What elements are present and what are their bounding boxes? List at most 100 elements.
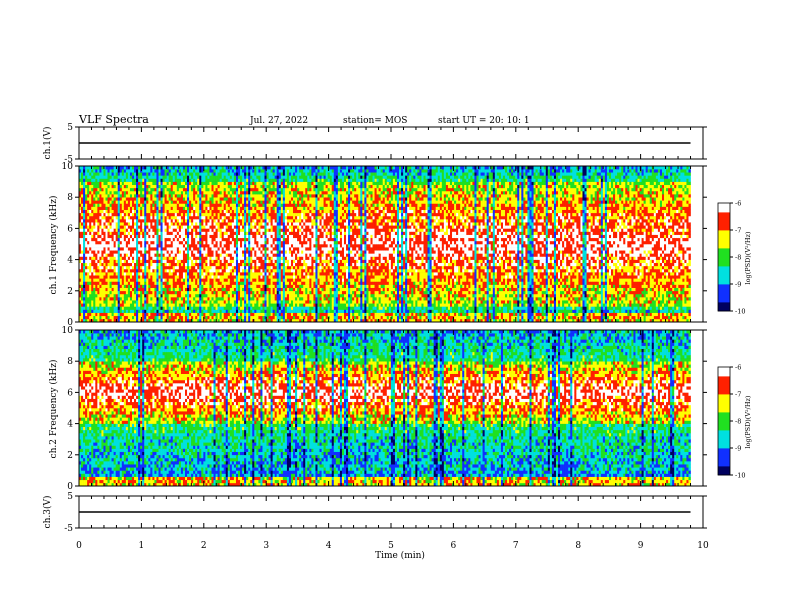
spectrogram-cell [199, 312, 202, 317]
spectrogram-cell [270, 215, 273, 220]
spectrogram-cell [140, 293, 143, 298]
spectrogram-cell [138, 169, 141, 173]
spectrogram-cell [191, 240, 194, 245]
spectrogram-cell [264, 244, 267, 248]
spectrogram-cell [134, 253, 137, 257]
spectrogram-cell [258, 259, 261, 264]
spectrogram-cell [221, 169, 225, 173]
spectrogram-cell [158, 190, 161, 195]
spectrogram-cell [166, 184, 169, 189]
spectrogram-cell [193, 187, 196, 192]
spectrogram-cell [129, 181, 133, 186]
spectrogram-cell [207, 253, 210, 257]
spectrogram-cell [260, 315, 263, 320]
spectrogram-cell [219, 309, 222, 313]
spectrogram-cell [221, 237, 225, 242]
spectrogram-cell [121, 287, 125, 292]
spectrogram-cell [227, 234, 231, 239]
spectrogram-cell [256, 297, 259, 301]
spectrogram-cell [262, 275, 265, 279]
spectrogram-cell [193, 237, 196, 242]
spectrogram-cell [85, 169, 88, 173]
spectrogram-cell [266, 209, 269, 214]
spectrogram-cell [152, 237, 155, 242]
spectrogram-cell [166, 200, 169, 204]
spectrogram-cell [113, 275, 116, 279]
spectrogram-cell [225, 169, 229, 173]
spectrogram-cell [252, 265, 255, 270]
spectrogram-cell [235, 281, 239, 285]
spectrogram-cell [250, 318, 253, 323]
spectrogram-cell [254, 247, 257, 251]
spectrogram-cell [229, 184, 233, 189]
spectrogram-cell [136, 172, 139, 176]
spectrogram-cell [250, 209, 253, 214]
spectrogram-cell [225, 303, 229, 307]
spectrogram-cell [129, 244, 133, 248]
spectrogram-cell [89, 215, 92, 220]
spectrogram-cell [268, 303, 271, 307]
spectrogram-cell [176, 315, 180, 320]
spectrogram-cell [176, 175, 180, 179]
spectrogram-cell [166, 281, 169, 285]
spectrogram-cell [113, 300, 116, 304]
spectrogram-cell [182, 200, 186, 204]
spectrogram-cell [238, 231, 241, 235]
spectrogram-cell [223, 290, 227, 295]
spectrogram-cell [115, 190, 119, 195]
spectrogram-cell [274, 219, 278, 223]
spectrogram-cell [170, 290, 174, 295]
spectrogram-cell [113, 197, 116, 201]
spectrogram-cell [152, 190, 155, 195]
spectrogram-cell [97, 237, 100, 242]
spectrogram-cell [144, 237, 147, 242]
spectrogram-cell [274, 178, 278, 182]
spectrogram-cell [152, 290, 155, 295]
spectrogram-cell [203, 290, 206, 295]
spectrogram-cell [164, 300, 167, 304]
spectrogram-cell [115, 231, 119, 235]
spectrogram-cell [101, 237, 104, 242]
spectrogram-cell [223, 250, 227, 254]
spectrogram-cell [162, 312, 165, 317]
spectrogram-cell [138, 237, 141, 242]
spectrogram-cell [256, 197, 259, 201]
spectrogram-cell [83, 265, 86, 270]
spectrogram-cell [187, 215, 190, 220]
spectrogram-cell [242, 219, 245, 223]
spectrogram-cell [272, 209, 275, 214]
spectrogram-cell [91, 222, 94, 226]
spectrogram-cell [219, 265, 222, 270]
spectrogram-cell [209, 293, 212, 298]
spectrogram-cell [272, 200, 275, 204]
spectrogram-cell [154, 250, 157, 254]
spectrogram-cell [85, 284, 88, 288]
spectrogram-cell [117, 318, 121, 323]
spectrogram-cell [205, 306, 208, 310]
spectrogram-cell [219, 212, 222, 217]
spectrogram-cell [250, 197, 253, 201]
spectrogram-cell [270, 253, 273, 257]
spectrogram-cell [99, 287, 102, 292]
spectrogram-cell [254, 262, 257, 267]
spectrogram-cell [233, 203, 237, 207]
spectrogram-cell [180, 222, 184, 226]
spectrogram-cell [115, 309, 119, 313]
spectrogram-cell [158, 181, 161, 186]
spectrogram-cell [111, 175, 114, 179]
spectrogram-cell [227, 169, 231, 173]
spectrogram-cell [252, 228, 255, 232]
spectrogram-cell [209, 275, 212, 279]
spectrogram-cell [197, 228, 200, 232]
spectrogram-cell [150, 253, 153, 257]
spectrogram-cell [174, 290, 178, 295]
spectrogram-cell [89, 175, 92, 179]
spectrogram-cell [144, 206, 147, 210]
spectrogram-cell [191, 275, 194, 279]
spectrogram-cell [93, 181, 96, 186]
spectrogram-cell [229, 178, 233, 182]
spectrogram-cell [180, 166, 184, 170]
spectrogram-cell [223, 178, 227, 182]
spectrogram-cell [187, 194, 190, 198]
spectrogram-cell [274, 259, 278, 264]
